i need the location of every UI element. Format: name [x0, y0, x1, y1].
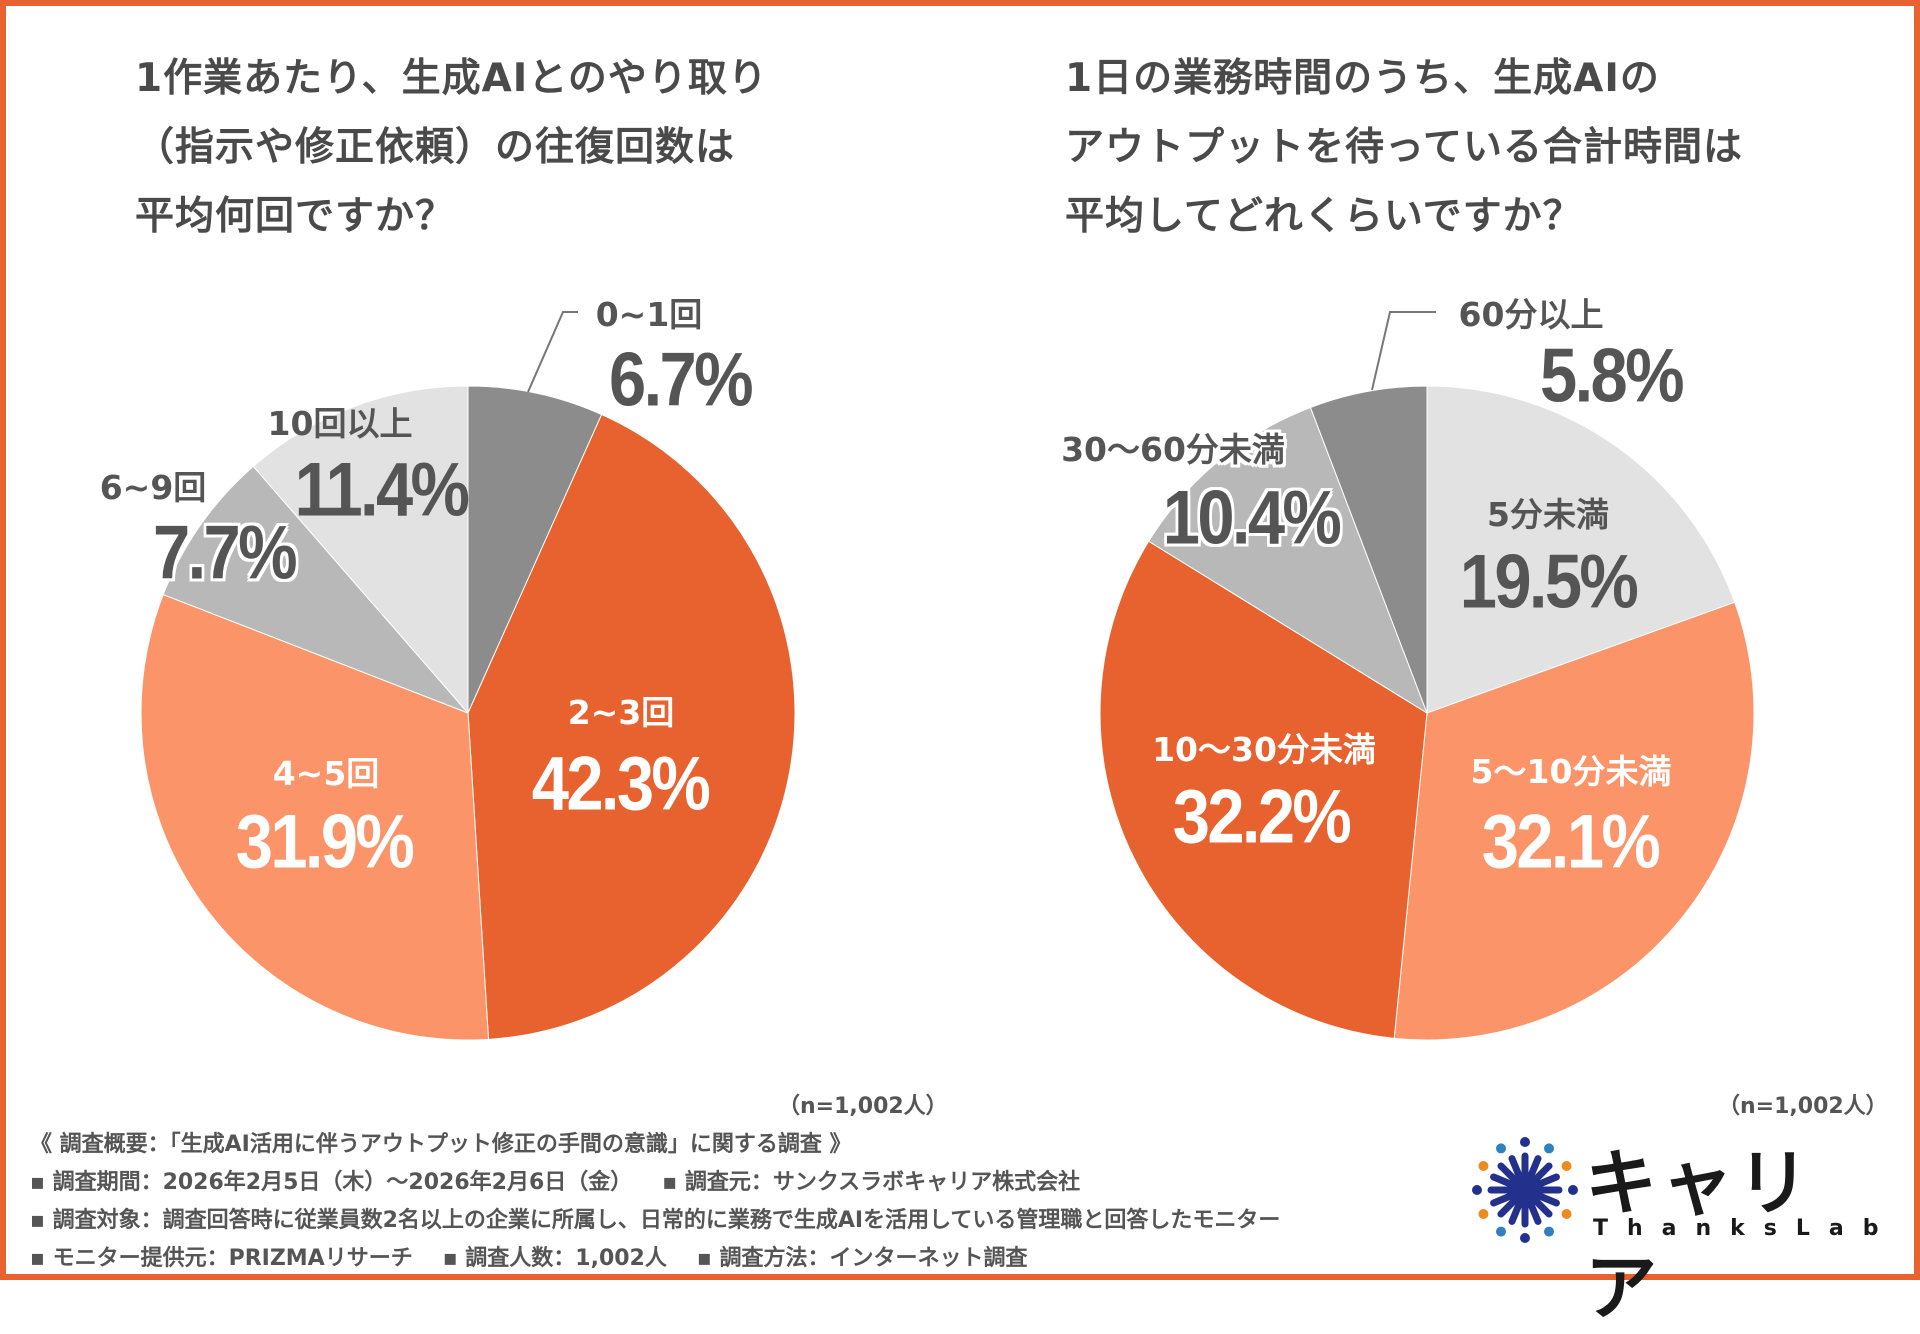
slice-label-6-9: 6~9回 [99, 468, 207, 507]
slice-value-2-3: 42.3% [531, 741, 711, 827]
slice-label-2-3: 2~3回 [567, 693, 675, 732]
chart-1-title-line: 平均何回ですか？ [135, 194, 456, 239]
logo-dot [1520, 1137, 1530, 1147]
logo-dot [1478, 1209, 1489, 1219]
survey-period-row: ▪ 調査期間：2026年2月5日（木）～2026年2月6日（金） ▪ 調査元：サン… [30, 1164, 1110, 1196]
slice-value-10plus: 11.4% [294, 447, 470, 533]
slice-label-5-10: 5～10分未満 [1470, 752, 1672, 791]
survey-source: ▪ 調査元：サンクスラボキャリア株式会社 [662, 1170, 1081, 1195]
survey-target: ▪ 調査対象：調査回答時に従業員数2名以上の企業に所属し、日常的に業務で生成AI… [30, 1208, 1281, 1233]
slice-label-4-5: 4~5回 [272, 754, 380, 793]
logo-dot [1472, 1185, 1482, 1195]
slice-label-60plus: 60分以上 [1458, 295, 1604, 334]
pie-charts [140, 311, 1755, 1041]
survey-period: ▪ 調査期間：2026年2月5日（木）～2026年2月6日（金） [30, 1170, 633, 1195]
logo-dot [1478, 1161, 1489, 1171]
logo-dot [1561, 1161, 1572, 1171]
logo-dot [1561, 1209, 1572, 1219]
logo-dot [1544, 1143, 1554, 1154]
pie-slice [467, 385, 603, 714]
slice-label-10-30: 10～30分未満 [1152, 730, 1376, 769]
chart-2-title: 1日の業務時間のうち、生成AIの アウトプットを待っている合計時間は 平均してど… [1065, 44, 1743, 251]
pie-chart-2 [1099, 385, 1755, 1041]
slice-value-5-10: 32.1% [1481, 799, 1661, 885]
logo-dot [1496, 1143, 1506, 1154]
company-logo: キャリア ThanksLab [1465, 1130, 1885, 1330]
chart-2-title-line: 1日の業務時間のうち、生成AIの [1065, 56, 1660, 101]
chart-1-title-line: 1作業あたり、生成AIとのやり取り [135, 56, 768, 101]
pie-slice [467, 413, 796, 1040]
chart-2-title-line: アウトプットを待っている合計時間は [1065, 125, 1744, 170]
pie-slice [1148, 406, 1428, 715]
survey-overview: 《 調査概要：「生成AI活用に伴うアウトプット修正の手間の意識」に関する調査 》 [30, 1132, 852, 1157]
slice-value-0-1: 6.7% [609, 337, 754, 423]
pie-slice [1099, 540, 1428, 1039]
pie-chart-1 [140, 385, 796, 1041]
survey-details-row: ▪ モニター提供元：PRIZMAリサーチ ▪ 調査人数：1,002人 ▪ 調査方法：… [30, 1240, 1057, 1272]
pie-slice [1309, 385, 1428, 714]
leader-line-60plus [1371, 311, 1436, 391]
slice-value-10-30: 32.2% [1172, 774, 1352, 860]
logo-ray [1521, 1173, 1560, 1194]
slice-value-under5: 19.5% [1459, 539, 1639, 625]
logo-dot [1496, 1226, 1506, 1237]
slice-value-4-5: 31.9% [235, 799, 415, 885]
sunburst-logo-icon [1472, 1137, 1578, 1243]
pie-slice [1393, 601, 1755, 1041]
slice-value-30-60: 10.4% [1162, 475, 1342, 561]
slice-value-60plus: 5.8% [1540, 333, 1685, 419]
slice-label-30-60: 30～60分未満 [1061, 430, 1285, 469]
logo-dot [1568, 1185, 1578, 1195]
sample-size-2: （n=1,002人） [1718, 1094, 1888, 1119]
survey-method: ▪ 調査方法：インターネット調査 [696, 1246, 1028, 1271]
survey-count: ▪ 調査人数：1,002人 [442, 1246, 667, 1271]
slice-label-0-1: 0~1回 [595, 295, 703, 334]
leader-line-0-1 [527, 311, 578, 393]
chart-1-title: 1作業あたり、生成AIとのやり取り （指示や修正依頼）の往復回数は 平均何回です… [135, 44, 768, 251]
pie-slice [140, 593, 490, 1041]
pie-slice [252, 385, 469, 715]
slice-value-6-9: 7.7% [153, 510, 298, 596]
chart-2-title-line: 平均してどれくらいですか？ [1065, 194, 1583, 239]
slice-label-10plus: 10回以上 [267, 404, 413, 443]
pie-slice [162, 465, 469, 714]
slice-label-under5: 5分未満 [1487, 495, 1609, 534]
pie-slice [1426, 385, 1736, 714]
logo-dot [1544, 1226, 1554, 1237]
logo-dot [1520, 1233, 1530, 1243]
survey-provider: ▪ モニター提供元：PRIZMAリサーチ [30, 1246, 413, 1271]
chart-1-title-line: （指示や修正依頼）の往復回数は [135, 125, 736, 170]
sample-size-1: （n=1,002人） [778, 1094, 948, 1119]
logo-subtext: ThanksLab [1593, 1216, 1898, 1241]
